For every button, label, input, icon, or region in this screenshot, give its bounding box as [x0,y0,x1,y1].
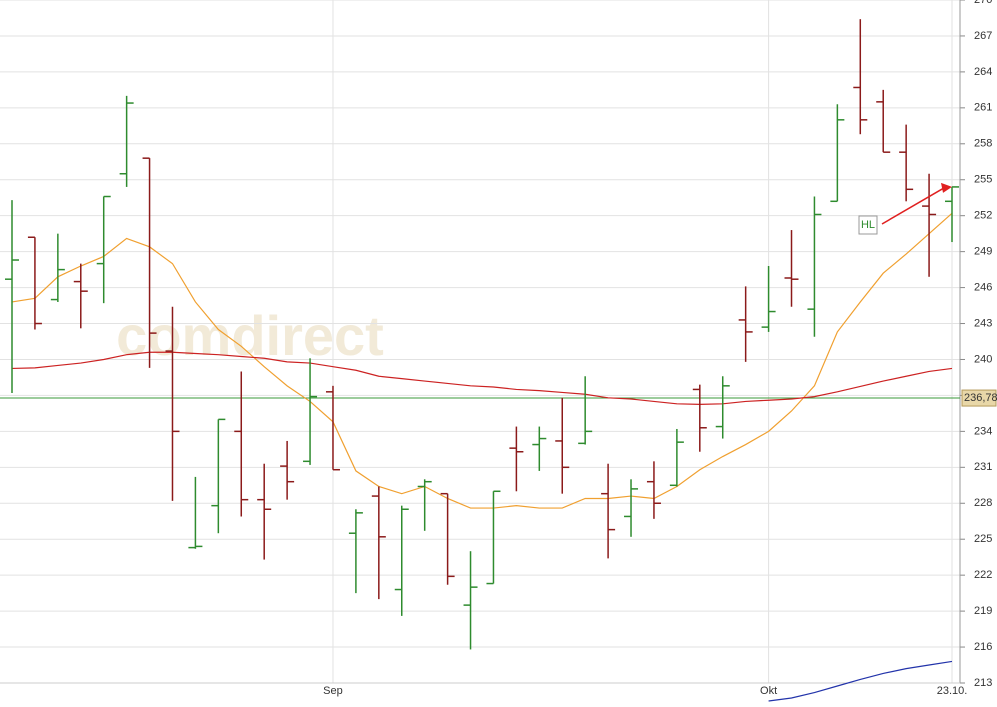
y-tick-label: 264 [974,66,992,78]
annotation-text: HL [861,219,875,231]
y-tick-label: 249 [974,246,992,258]
y-tick-label: 240 [974,353,992,365]
y-tick-label: 252 [974,210,992,222]
line-series [11,212,953,509]
line-series [768,660,953,702]
line-series [11,351,953,406]
y-tick-label: 270 [974,0,992,6]
annotation-arrowhead [941,182,952,193]
annotation-arrow [881,187,945,225]
y-tick-label: 222 [974,569,992,581]
y-tick-label: 255 [974,174,992,186]
x-tick-label: 23.10. [937,685,968,697]
y-tick-label: 261 [974,102,992,114]
y-tick-label: 243 [974,317,992,329]
y-tick-label: 267 [974,30,992,42]
y-tick-label: 228 [974,497,992,509]
annotation-box [858,215,878,235]
y-tick-label: 219 [974,605,992,617]
y-tick-label: 225 [974,533,992,545]
y-tick-label: 246 [974,281,992,293]
y-tick-label: 216 [974,641,992,653]
y-tick-label: 213 [974,677,992,689]
x-tick-label: Okt [760,685,777,697]
watermark: comdirect [116,304,384,367]
level-box [961,389,997,407]
y-tick-label: 234 [974,425,992,437]
y-tick-label: 231 [974,461,992,473]
level-label: 236,78 [964,392,997,404]
x-tick-label: Sep [323,685,343,697]
y-tick-label: 258 [974,138,992,150]
